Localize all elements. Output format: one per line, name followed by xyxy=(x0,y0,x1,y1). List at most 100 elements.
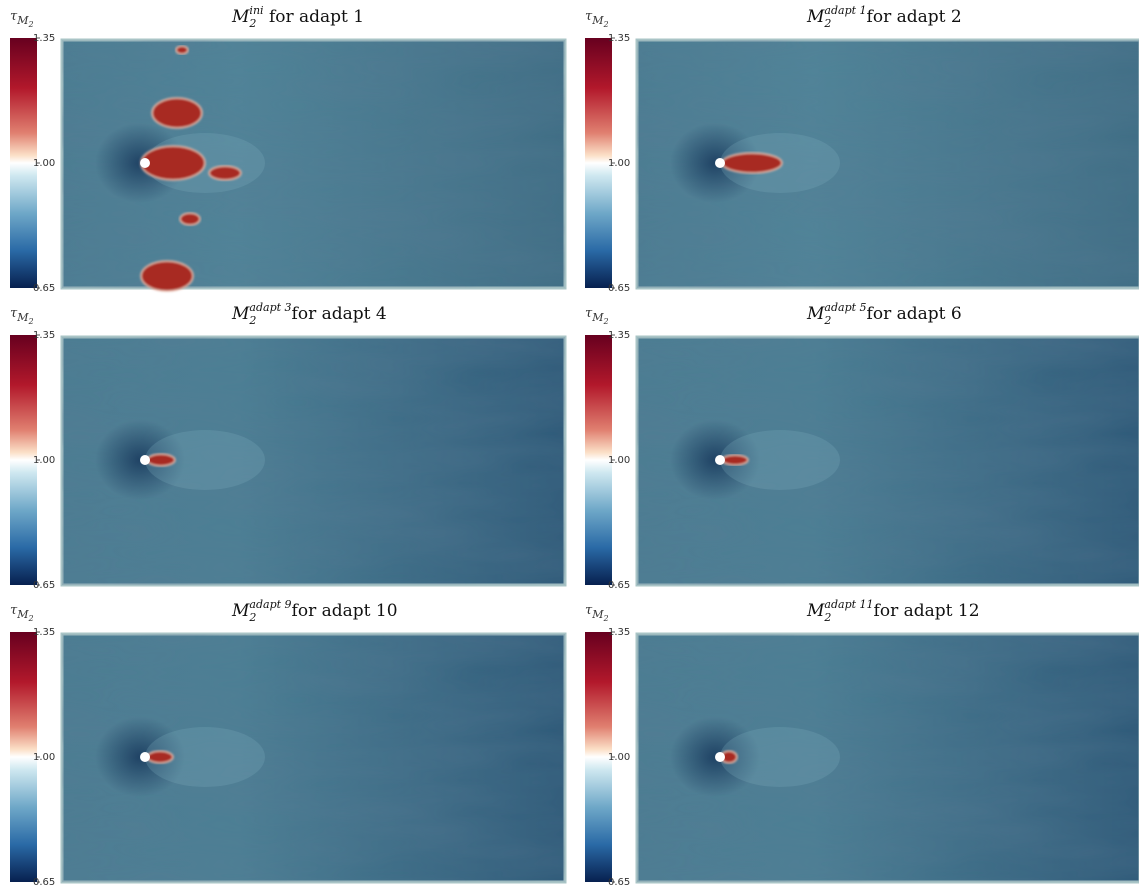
colorbar-subsub: 2 xyxy=(27,317,33,326)
colorbar-subsub: 2 xyxy=(602,614,608,623)
high-region xyxy=(140,145,206,181)
colorbar-symbol: τ xyxy=(585,9,593,24)
colorbar-symbol: τ xyxy=(10,603,18,618)
colorbar xyxy=(10,632,37,882)
title-superscript: ini xyxy=(249,4,263,17)
colorbar-label: τM2 xyxy=(10,306,34,326)
high-region xyxy=(175,45,189,55)
colorbar-tick-label: 1.35 xyxy=(608,33,630,44)
colorbar-sub: M xyxy=(16,311,29,324)
colorbar-tick-label: 0.65 xyxy=(33,283,55,294)
cylinder xyxy=(715,158,725,168)
title-caption: for adapt 4 xyxy=(292,304,387,324)
colorbar xyxy=(585,632,612,882)
colorbar-label: τM2 xyxy=(10,603,34,623)
colorbar-tick-label: 0.65 xyxy=(33,877,55,888)
colorbar-tick-label: 1.35 xyxy=(33,330,55,341)
title-superscript: adapt 5 xyxy=(824,301,866,314)
high-region xyxy=(146,453,176,467)
colorbar-label: τM2 xyxy=(10,9,34,29)
panel-title: M2ini for adapt 1 xyxy=(231,4,364,30)
wake-light xyxy=(720,430,840,490)
title-symbol: M xyxy=(806,601,825,621)
colorbar-subsub: 2 xyxy=(27,614,33,623)
colorbar-sub: M xyxy=(591,14,604,27)
high-region xyxy=(140,260,194,292)
colorbar-symbol: τ xyxy=(585,603,593,618)
colorbar-tick-label: 0.65 xyxy=(608,877,630,888)
colorbar-symbol: τ xyxy=(585,306,593,321)
colorbar-sub: M xyxy=(16,608,29,621)
title-symbol: M xyxy=(231,601,250,621)
colorbar-tick-label: 1.35 xyxy=(33,33,55,44)
title-subscript: 2 xyxy=(823,611,831,624)
cylinder xyxy=(715,752,725,762)
panel-title: M2adapt 3for adapt 4 xyxy=(231,301,387,327)
colorbar xyxy=(10,335,37,585)
colorbar-tick-label: 0.65 xyxy=(608,283,630,294)
title-symbol: M xyxy=(806,7,825,27)
high-region xyxy=(721,454,749,466)
colorbar-symbol: τ xyxy=(10,306,18,321)
colorbar-tick-label: 1.35 xyxy=(608,627,630,638)
title-caption: for adapt 1 xyxy=(264,7,365,27)
cylinder xyxy=(715,455,725,465)
high-region xyxy=(208,165,242,181)
colorbar-tick-label: 1.00 xyxy=(608,752,630,763)
colorbar-tick-label: 1.00 xyxy=(608,158,630,169)
title-symbol: M xyxy=(806,304,825,324)
title-symbol: M xyxy=(231,7,250,27)
title-caption: for adapt 10 xyxy=(292,601,398,621)
high-region xyxy=(146,750,174,764)
colorbar-subsub: 2 xyxy=(602,20,608,29)
panel-title: M2adapt 1for adapt 2 xyxy=(806,4,962,30)
colorbar-label: τM2 xyxy=(585,603,609,623)
title-superscript: adapt 9 xyxy=(249,598,291,611)
title-superscript: adapt 11 xyxy=(824,598,873,611)
high-region xyxy=(721,152,783,174)
colorbar-tick-label: 1.35 xyxy=(608,330,630,341)
colorbar-tick-label: 1.35 xyxy=(33,627,55,638)
title-subscript: 2 xyxy=(823,314,831,327)
colorbar-symbol: τ xyxy=(10,9,18,24)
colorbar-sub: M xyxy=(591,608,604,621)
title-subscript: 2 xyxy=(248,17,256,30)
title-superscript: adapt 3 xyxy=(249,301,291,314)
title-subscript: 2 xyxy=(248,314,256,327)
colorbar-tick-label: 1.00 xyxy=(608,455,630,466)
colorbar-sub: M xyxy=(16,14,29,27)
title-caption: for adapt 12 xyxy=(874,601,980,621)
title-superscript: adapt 1 xyxy=(824,4,866,17)
panel-title: M2adapt 11for adapt 12 xyxy=(806,598,980,624)
wake-light xyxy=(720,727,840,787)
colorbar-label: τM2 xyxy=(585,9,609,29)
wake-light xyxy=(145,727,265,787)
colorbar-tick-label: 0.65 xyxy=(608,580,630,591)
cylinder xyxy=(140,752,150,762)
title-subscript: 2 xyxy=(248,611,256,624)
title-symbol: M xyxy=(231,304,250,324)
panel-title: M2adapt 9for adapt 10 xyxy=(231,598,398,624)
high-region xyxy=(179,212,201,226)
colorbar xyxy=(10,38,37,288)
colorbar xyxy=(585,38,612,288)
title-subscript: 2 xyxy=(823,17,831,30)
colorbar xyxy=(585,335,612,585)
title-caption: for adapt 6 xyxy=(867,304,962,324)
high-region xyxy=(151,97,203,129)
colorbar-tick-label: 1.00 xyxy=(33,455,55,466)
wake-light xyxy=(145,430,265,490)
colorbar-tick-label: 1.00 xyxy=(33,752,55,763)
colorbar-subsub: 2 xyxy=(602,317,608,326)
colorbar-subsub: 2 xyxy=(27,20,33,29)
cylinder xyxy=(140,455,150,465)
title-caption: for adapt 2 xyxy=(867,7,962,27)
cylinder xyxy=(140,158,150,168)
